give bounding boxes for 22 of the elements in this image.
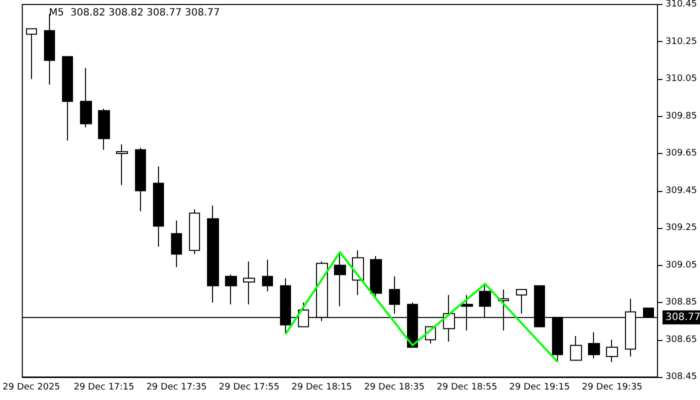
y-tick-label: 309.45: [666, 186, 698, 196]
y-tick-label: 309.05: [666, 260, 698, 270]
y-tick-label: 309.65: [666, 148, 698, 158]
y-tick-label: 309.25: [666, 223, 698, 233]
ref-line-label: 308.77: [666, 312, 700, 323]
x-tick-label: 29 Dec 17:15: [74, 382, 134, 392]
x-tick-label: 29 Dec 18:15: [292, 382, 352, 392]
x-tick-label: 29 Dec 17:55: [218, 382, 280, 392]
y-tick-label: 310.45: [666, 0, 698, 10]
y-tick-label: 308.65: [666, 334, 698, 345]
x-tick-label: 29 Dec 18:35: [364, 382, 425, 392]
x-tick-label: 29 Dec 2025: [2, 382, 60, 392]
x-tick-label: 29 Dec 17:35: [146, 382, 207, 392]
y-tick-label: 310.05: [666, 74, 698, 84]
y-tick-label: 308.85: [666, 298, 698, 308]
y-tick-label: 310.25: [666, 36, 698, 47]
y-tick-label: 309.85: [666, 111, 698, 122]
x-tick-label: 29 Dec 18:55: [436, 382, 498, 392]
chart-title: M5 308.82 308.82 308.77 308.77: [49, 8, 220, 18]
x-tick-label: 29 Dec 19:15: [509, 382, 570, 392]
x-tick-label: 29 Dec 19:35: [582, 382, 642, 392]
y-tick-label: 308.45: [666, 372, 698, 382]
